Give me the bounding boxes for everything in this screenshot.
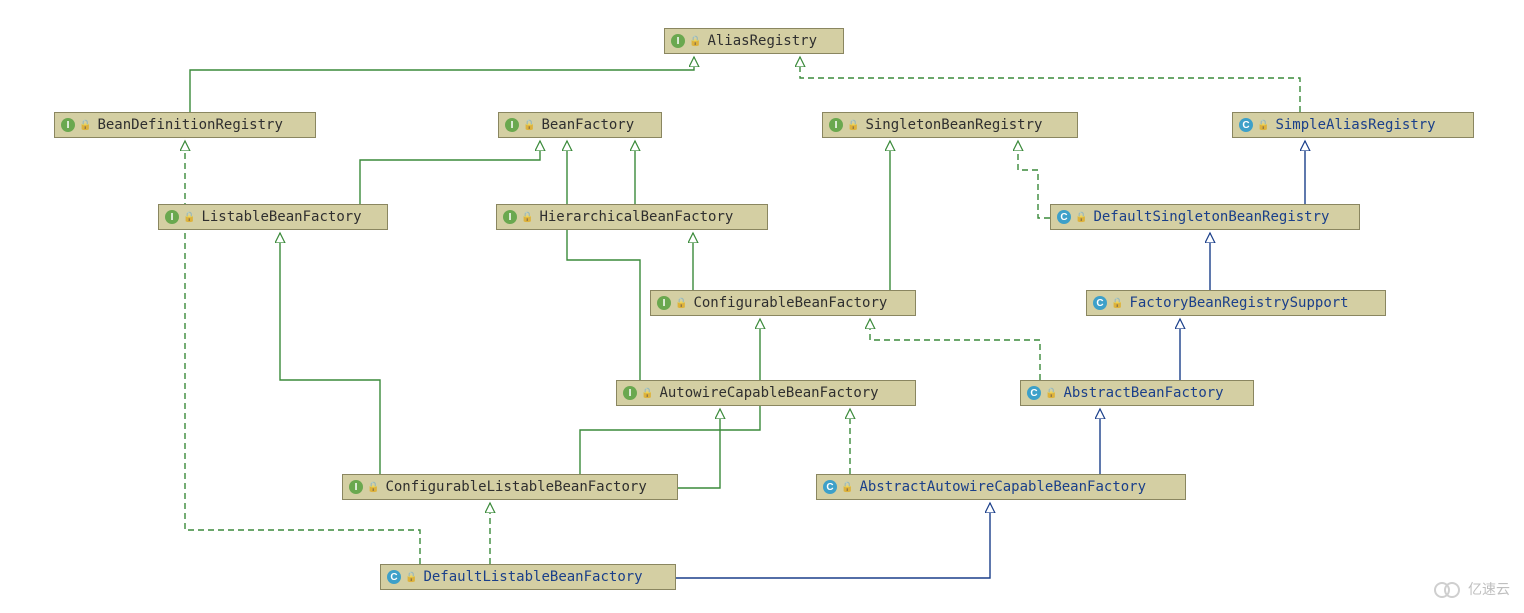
lock-icon: 🔒 bbox=[847, 120, 859, 131]
lock-icon: 🔒 bbox=[523, 120, 535, 131]
node-label: AutowireCapableBeanFactory bbox=[659, 385, 878, 401]
node-ConfigurableListableBeanFactory: I 🔒 ConfigurableListableBeanFactory bbox=[342, 474, 678, 500]
node-label: SingletonBeanRegistry bbox=[865, 117, 1042, 133]
class-icon: C bbox=[1057, 210, 1071, 224]
class-icon: C bbox=[823, 480, 837, 494]
watermark-text: 亿速云 bbox=[1468, 579, 1510, 599]
node-label: ConfigurableListableBeanFactory bbox=[385, 479, 646, 495]
interface-icon: I bbox=[657, 296, 671, 310]
watermark: 亿速云 bbox=[1434, 579, 1510, 599]
node-label: AbstractBeanFactory bbox=[1063, 385, 1223, 401]
edge-AbstractBeanFactory-to-ConfigurableBeanFactory bbox=[870, 319, 1040, 380]
lock-icon: 🔒 bbox=[79, 120, 91, 131]
node-label: BeanDefinitionRegistry bbox=[97, 117, 282, 133]
interface-icon: I bbox=[671, 34, 685, 48]
interface-icon: I bbox=[503, 210, 517, 224]
lock-icon: 🔒 bbox=[689, 36, 701, 47]
node-label: AliasRegistry bbox=[707, 33, 817, 49]
edge-ListableBeanFactory-to-BeanFactory bbox=[360, 141, 540, 204]
lock-icon: 🔒 bbox=[521, 212, 533, 223]
lock-icon: 🔒 bbox=[841, 482, 853, 493]
node-DefaultListableBeanFactory: C 🔒 DefaultListableBeanFactory bbox=[380, 564, 676, 590]
node-BeanDefinitionRegistry: I 🔒 BeanDefinitionRegistry bbox=[54, 112, 316, 138]
lock-icon: 🔒 bbox=[405, 572, 417, 583]
node-AliasRegistry: I 🔒 AliasRegistry bbox=[664, 28, 844, 54]
node-SimpleAliasRegistry: C 🔒 SimpleAliasRegistry bbox=[1232, 112, 1474, 138]
lock-icon: 🔒 bbox=[675, 298, 687, 309]
class-icon: C bbox=[1027, 386, 1041, 400]
interface-icon: I bbox=[61, 118, 75, 132]
node-AbstractBeanFactory: C 🔒 AbstractBeanFactory bbox=[1020, 380, 1254, 406]
node-label: FactoryBeanRegistrySupport bbox=[1129, 295, 1348, 311]
class-icon: C bbox=[1093, 296, 1107, 310]
node-label: ConfigurableBeanFactory bbox=[693, 295, 887, 311]
lock-icon: 🔒 bbox=[183, 212, 195, 223]
node-HierarchicalBeanFactory: I 🔒 HierarchicalBeanFactory bbox=[496, 204, 768, 230]
node-label: DefaultListableBeanFactory bbox=[423, 569, 642, 585]
edge-DefaultListableBeanFactory-to-AbstractAutowireCapableBeanFactory bbox=[676, 503, 990, 578]
edge-AutowireCapableBeanFactory-to-BeanFactory bbox=[567, 141, 640, 380]
lock-icon: 🔒 bbox=[1045, 388, 1057, 399]
node-label: ListableBeanFactory bbox=[201, 209, 361, 225]
interface-icon: I bbox=[623, 386, 637, 400]
node-label: HierarchicalBeanFactory bbox=[539, 209, 733, 225]
node-ListableBeanFactory: I 🔒 ListableBeanFactory bbox=[158, 204, 388, 230]
lock-icon: 🔒 bbox=[1111, 298, 1123, 309]
edge-BeanDefinitionRegistry-to-AliasRegistry bbox=[190, 57, 694, 112]
interface-icon: I bbox=[349, 480, 363, 494]
edge-ConfigurableListableBeanFactory-to-ListableBeanFactory bbox=[280, 233, 380, 474]
lock-icon: 🔒 bbox=[1257, 120, 1269, 131]
node-label: AbstractAutowireCapableBeanFactory bbox=[859, 479, 1146, 495]
node-AutowireCapableBeanFactory: I 🔒 AutowireCapableBeanFactory bbox=[616, 380, 916, 406]
lock-icon: 🔒 bbox=[367, 482, 379, 493]
lock-icon: 🔒 bbox=[1075, 212, 1087, 223]
watermark-icon bbox=[1434, 580, 1462, 598]
node-SingletonBeanRegistry: I 🔒 SingletonBeanRegistry bbox=[822, 112, 1078, 138]
node-ConfigurableBeanFactory: I 🔒 ConfigurableBeanFactory bbox=[650, 290, 916, 316]
node-label: SimpleAliasRegistry bbox=[1275, 117, 1435, 133]
interface-icon: I bbox=[165, 210, 179, 224]
class-icon: C bbox=[1239, 118, 1253, 132]
node-FactoryBeanRegistrySupport: C 🔒 FactoryBeanRegistrySupport bbox=[1086, 290, 1386, 316]
node-DefaultSingletonBeanRegistry: C 🔒 DefaultSingletonBeanRegistry bbox=[1050, 204, 1360, 230]
node-AbstractAutowireCapableBeanFactory: C 🔒 AbstractAutowireCapableBeanFactory bbox=[816, 474, 1186, 500]
edge-SimpleAliasRegistry-to-AliasRegistry bbox=[800, 57, 1300, 112]
edge-ConfigurableListableBeanFactory-to-AutowireCapableBeanFactory bbox=[678, 409, 720, 488]
interface-icon: I bbox=[505, 118, 519, 132]
node-label: BeanFactory bbox=[541, 117, 634, 133]
node-BeanFactory: I 🔒 BeanFactory bbox=[498, 112, 662, 138]
node-label: DefaultSingletonBeanRegistry bbox=[1093, 209, 1329, 225]
class-icon: C bbox=[387, 570, 401, 584]
lock-icon: 🔒 bbox=[641, 388, 653, 399]
interface-icon: I bbox=[829, 118, 843, 132]
